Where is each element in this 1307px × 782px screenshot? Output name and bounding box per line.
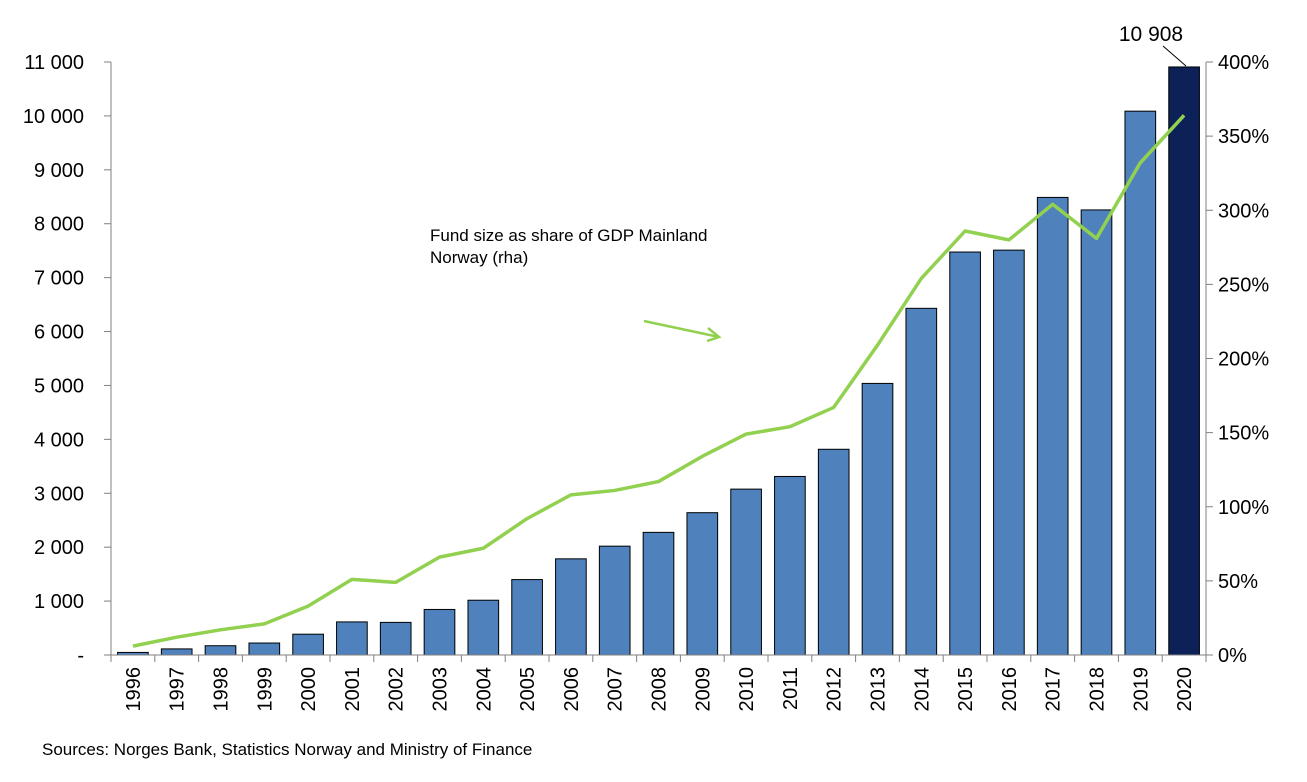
bar-1999 (248, 642, 281, 656)
x-tick-label: 2004 (473, 667, 495, 712)
bar-2011 (774, 475, 806, 656)
bar-1997 (160, 648, 193, 656)
bar-2008 (642, 531, 675, 656)
x-tick-label: 1998 (211, 667, 233, 712)
y-right-tick-label: 400% (1218, 52, 1269, 74)
x-tick-label: 2019 (1130, 667, 1152, 712)
bars-group (117, 66, 1200, 656)
bar-2005 (511, 579, 543, 656)
y-left-tick-label: 9 000 (34, 160, 84, 182)
bar-2014 (905, 307, 938, 656)
bar-2006 (555, 558, 587, 656)
y-right-tick-label: 100% (1218, 497, 1269, 519)
x-tick-label: 2010 (736, 667, 758, 712)
x-tick-label: 2016 (999, 667, 1021, 712)
y-left-tick-label: 8 000 (34, 214, 84, 236)
bar-2018 (1080, 209, 1113, 656)
x-tick-label: 2002 (386, 667, 408, 712)
x-tick-label: 1996 (123, 667, 145, 712)
y-right-tick-label: 0% (1218, 645, 1247, 667)
y-left-tick-label: 2 000 (34, 537, 84, 559)
x-tick-label: 2014 (911, 667, 933, 712)
y-right-tick-label: 150% (1218, 423, 1269, 445)
bar-2015 (949, 251, 981, 656)
y-right-tick-label: 50% (1218, 571, 1258, 593)
x-tick-label: 2005 (517, 667, 539, 712)
y-left-tick-label: 3 000 (34, 483, 84, 505)
y-right-tick-label: 250% (1218, 274, 1269, 296)
y-left-tick-label: 11 000 (24, 52, 84, 74)
y-right-tick-label: 200% (1218, 349, 1269, 371)
x-tick-label: 2018 (1087, 667, 1109, 712)
annotation-line-2: Norway (rha) (430, 248, 528, 267)
bar-1998 (204, 645, 237, 656)
y-left-tick-label: 4 000 (34, 429, 84, 451)
x-tick-label: 2008 (649, 667, 671, 712)
axes-group: - 1 000 2 000 3 000 4 000 5 000 6 000 7 000 8 00… (23, 52, 1270, 712)
bar-2019 (1124, 110, 1157, 656)
bar-2001 (336, 621, 368, 656)
annotation-arrow-shaft (643, 319, 720, 339)
y-right-tick-label: 300% (1218, 200, 1269, 222)
x-tick-label: 2003 (430, 667, 452, 712)
y-left-tick-label: 1 000 (34, 591, 84, 613)
x-tick-label: 2013 (868, 667, 890, 712)
x-tick-label: 2006 (561, 667, 583, 712)
annotation-group: Fund size as share of GDP Mainland Norwa… (430, 226, 722, 343)
y-left-tick-label: 7 000 (34, 268, 84, 290)
annotation-arrow-head (706, 327, 722, 343)
x-tick-label: 2020 (1174, 667, 1196, 712)
bar-2007 (598, 545, 631, 656)
y-left-tick-label: - (77, 645, 84, 667)
bar-2004 (467, 599, 500, 656)
x-tick-label: 2012 (824, 667, 846, 712)
y-left-tick-label: 10 000 (23, 106, 84, 128)
bar-2003 (423, 608, 456, 656)
y-left-tick-label: 6 000 (34, 322, 84, 344)
x-tick-label: 2017 (1043, 667, 1065, 712)
source-note: Sources: Norges Bank, Statistics Norway … (42, 740, 533, 759)
y-left-tick-label: 5 000 (34, 375, 84, 397)
x-tick-label: 2000 (298, 667, 320, 712)
x-tick-label: 1997 (167, 667, 189, 712)
x-tick-label: 2009 (692, 667, 714, 712)
callout-label: 10 908 (1119, 23, 1183, 46)
bar-2017 (1036, 196, 1069, 656)
y-right-tick-label: 350% (1218, 126, 1269, 148)
gdp-share-line (132, 114, 1186, 648)
bar-2002 (379, 621, 412, 656)
annotation-line-1: Fund size as share of GDP Mainland (430, 226, 708, 245)
bar-2000 (292, 633, 324, 656)
bar-2013 (861, 382, 894, 656)
callout-leader (1162, 45, 1187, 67)
x-tick-label: 1999 (254, 667, 276, 712)
bar-2016 (993, 249, 1025, 656)
x-tick-label: 2015 (955, 667, 977, 712)
bar-2020 (1168, 66, 1200, 656)
bar-2010 (730, 488, 762, 656)
x-tick-label: 2001 (342, 667, 364, 712)
x-tick-label: 2011 (780, 667, 802, 710)
bar-2009 (686, 512, 719, 656)
line-group (132, 114, 1186, 648)
bar-2012 (817, 448, 850, 656)
x-tick-label: 2007 (605, 667, 627, 712)
callout-group: 10 908 (1119, 23, 1187, 67)
